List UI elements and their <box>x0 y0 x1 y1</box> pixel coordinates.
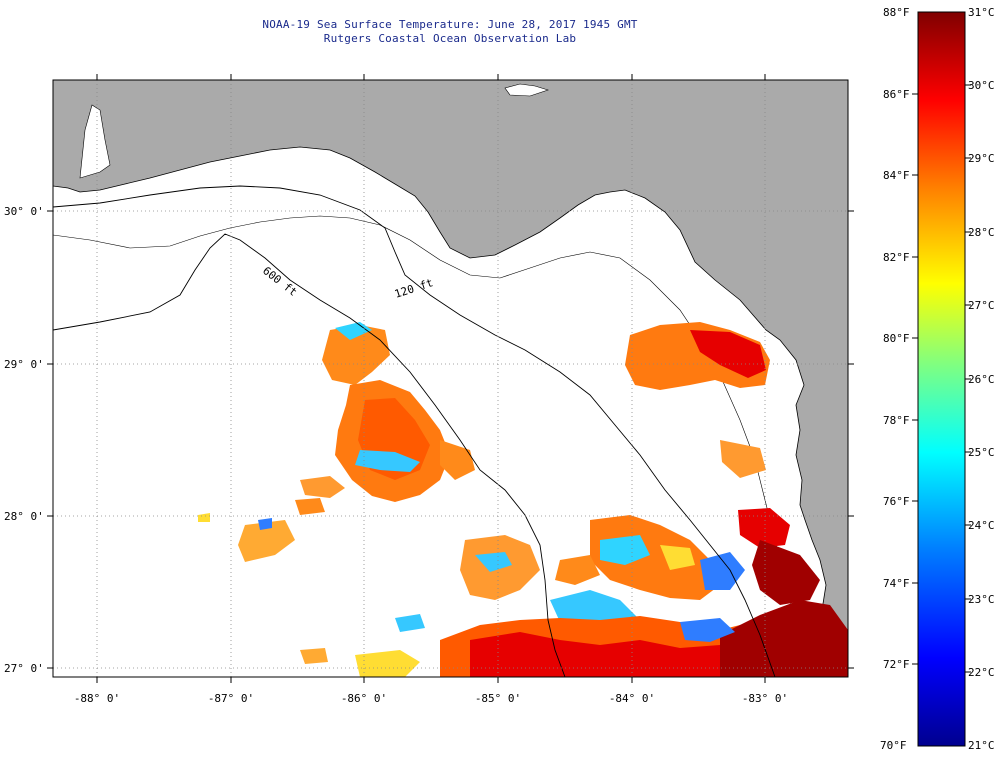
f-label: 82°F <box>883 251 910 264</box>
c-label: 23°C <box>968 593 995 606</box>
lon-label: -86° 0' <box>341 692 387 705</box>
lon-label: -83° 0' <box>742 692 788 705</box>
c-label: 31°C <box>968 6 995 19</box>
c-label: 27°C <box>968 299 995 312</box>
f-label: 88°F <box>883 6 910 19</box>
c-label: 24°C <box>968 519 995 532</box>
f-label: 78°F <box>883 414 910 427</box>
f-label: 86°F <box>883 88 910 101</box>
colorbar-celsius-labels: 31°C 30°C 29°C 28°C 27°C 26°C 25°C 24°C … <box>968 6 995 752</box>
lon-label: -84° 0' <box>609 692 655 705</box>
isobath-120ft <box>53 185 776 677</box>
map-frame <box>52 79 849 678</box>
lon-label: -87° 0' <box>208 692 254 705</box>
f-label: 84°F <box>883 169 910 182</box>
c-label: 26°C <box>968 373 995 386</box>
map-subtitle: Rutgers Coastal Ocean Observation Lab <box>323 32 577 45</box>
c-label: 29°C <box>968 152 995 165</box>
c-label: 21°C <box>968 739 995 752</box>
f-label: 76°F <box>883 495 910 508</box>
colorbar <box>917 11 966 747</box>
f-label: 74°F <box>883 577 910 590</box>
lat-label: 27° 0' <box>4 662 44 675</box>
c-label: 28°C <box>968 226 995 239</box>
f-label: 72°F <box>883 658 910 671</box>
graticule <box>53 80 848 677</box>
sst-patches <box>198 322 848 677</box>
c-label: 30°C <box>968 79 995 92</box>
axis-ticks <box>47 74 854 683</box>
lon-label: -88° 0' <box>74 692 120 705</box>
lat-label: 28° 0' <box>4 510 44 523</box>
c-label: 25°C <box>968 446 995 459</box>
isobath-600ft <box>53 233 566 677</box>
f-label: 70°F <box>880 739 907 752</box>
colorbar-fahrenheit-labels: 88°F 86°F 84°F 82°F 80°F 78°F 76°F 74°F … <box>880 6 910 752</box>
lon-label: -85° 0' <box>475 692 521 705</box>
c-label: 22°C <box>968 666 995 679</box>
map-title: NOAA-19 Sea Surface Temperature: June 28… <box>262 18 638 31</box>
lat-label: 30° 0' <box>4 205 44 218</box>
land-mass <box>53 80 848 661</box>
colorbar-f-ticks <box>912 84 971 673</box>
bay-outline <box>79 104 111 179</box>
lat-label: 29° 0' <box>4 358 44 371</box>
lake-outline <box>504 83 549 97</box>
f-label: 80°F <box>883 332 910 345</box>
